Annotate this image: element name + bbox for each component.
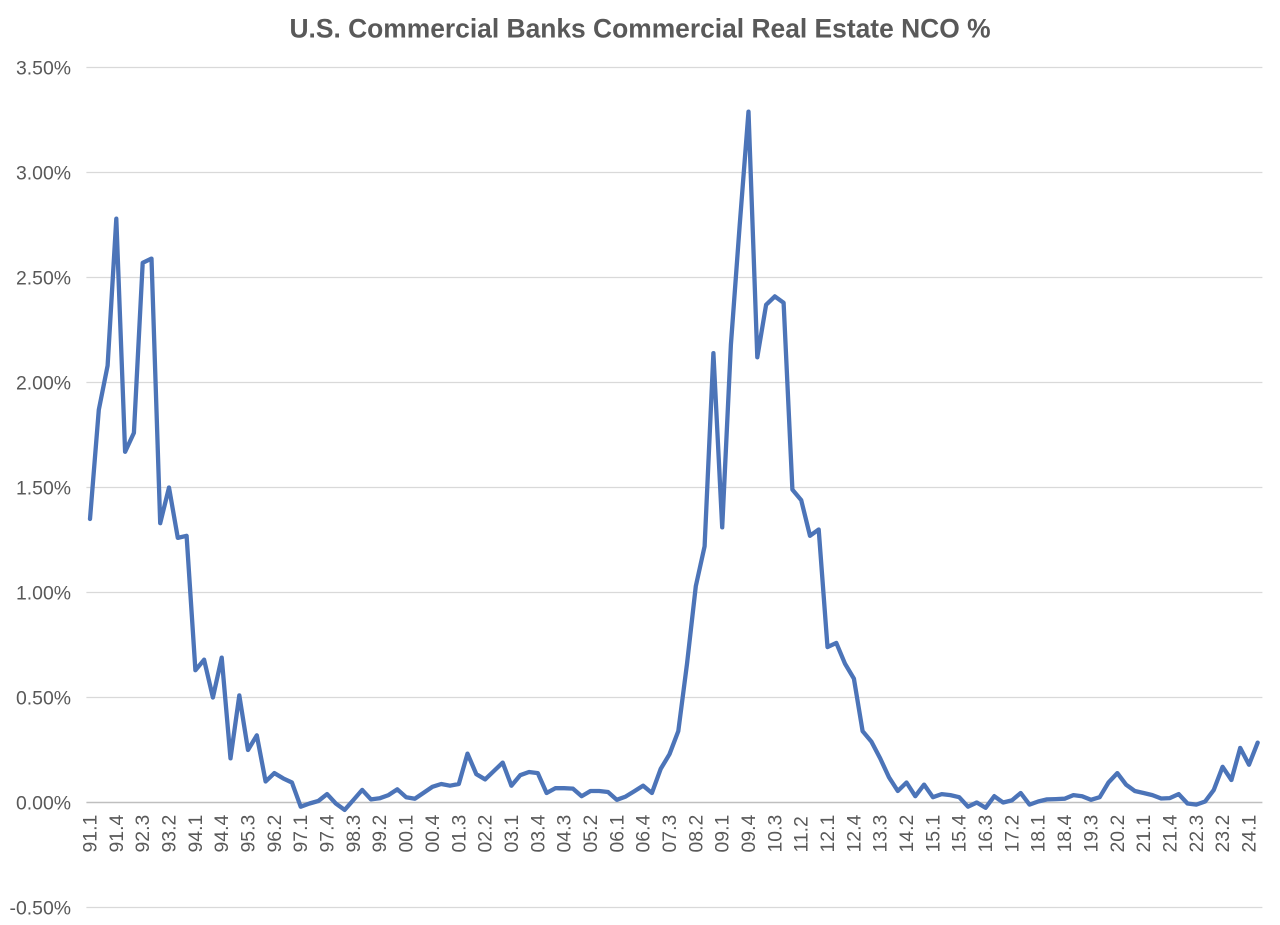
svg-text:19.3: 19.3 — [1080, 815, 1102, 853]
svg-text:94.1: 94.1 — [185, 815, 207, 853]
svg-text:93.2: 93.2 — [159, 815, 181, 853]
svg-text:21.1: 21.1 — [1133, 815, 1155, 853]
svg-text:06.4: 06.4 — [633, 815, 655, 853]
svg-text:00.4: 00.4 — [422, 815, 444, 853]
svg-text:12.4: 12.4 — [843, 815, 865, 853]
svg-text:11.2: 11.2 — [791, 816, 813, 852]
svg-text:18.1: 18.1 — [1028, 815, 1050, 853]
svg-text:09.4: 09.4 — [738, 815, 760, 853]
svg-text:0.00%: 0.00% — [16, 792, 71, 814]
svg-text:99.2: 99.2 — [369, 815, 391, 853]
svg-text:14.2: 14.2 — [896, 815, 918, 853]
svg-text:92.3: 92.3 — [132, 815, 154, 853]
svg-text:15.4: 15.4 — [949, 815, 971, 853]
svg-text:08.2: 08.2 — [685, 815, 707, 853]
svg-text:15.1: 15.1 — [922, 815, 944, 853]
svg-text:2.00%: 2.00% — [16, 372, 71, 394]
svg-text:95.3: 95.3 — [238, 815, 260, 853]
svg-text:24.1: 24.1 — [1239, 815, 1261, 853]
svg-text:09.1: 09.1 — [712, 815, 734, 853]
svg-text:04.3: 04.3 — [554, 815, 576, 853]
svg-text:91.1: 91.1 — [80, 815, 102, 853]
svg-text:20.2: 20.2 — [1107, 815, 1129, 853]
svg-text:16.3: 16.3 — [975, 815, 997, 853]
svg-text:3.50%: 3.50% — [16, 57, 71, 79]
svg-text:1.50%: 1.50% — [16, 477, 71, 499]
svg-text:18.4: 18.4 — [1054, 815, 1076, 853]
svg-text:U.S. Commercial Banks Commerci: U.S. Commercial Banks Commercial Real Es… — [289, 14, 990, 44]
svg-text:21.4: 21.4 — [1159, 815, 1181, 853]
svg-text:98.3: 98.3 — [343, 815, 365, 853]
svg-text:0.50%: 0.50% — [16, 687, 71, 709]
svg-text:00.1: 00.1 — [396, 815, 418, 853]
svg-text:05.2: 05.2 — [580, 815, 602, 853]
svg-text:13.3: 13.3 — [870, 815, 892, 853]
svg-text:97.4: 97.4 — [317, 815, 339, 853]
svg-text:23.2: 23.2 — [1212, 815, 1234, 853]
svg-text:96.2: 96.2 — [264, 815, 286, 853]
svg-text:94.4: 94.4 — [211, 815, 233, 853]
svg-text:01.3: 01.3 — [448, 815, 470, 853]
svg-text:10.3: 10.3 — [764, 815, 786, 853]
svg-text:17.2: 17.2 — [1001, 815, 1023, 853]
svg-text:91.4: 91.4 — [106, 815, 128, 853]
svg-text:12.1: 12.1 — [817, 815, 839, 853]
svg-text:06.1: 06.1 — [606, 815, 628, 853]
svg-text:22.3: 22.3 — [1186, 815, 1208, 853]
svg-text:03.1: 03.1 — [501, 815, 523, 853]
svg-text:02.2: 02.2 — [475, 815, 497, 853]
svg-text:07.3: 07.3 — [659, 815, 681, 853]
svg-text:03.4: 03.4 — [527, 815, 549, 853]
svg-text:1.00%: 1.00% — [16, 582, 71, 604]
svg-text:-0.50%: -0.50% — [10, 897, 71, 919]
svg-text:97.1: 97.1 — [290, 815, 312, 853]
svg-text:2.50%: 2.50% — [16, 267, 71, 289]
svg-text:3.00%: 3.00% — [16, 162, 71, 184]
